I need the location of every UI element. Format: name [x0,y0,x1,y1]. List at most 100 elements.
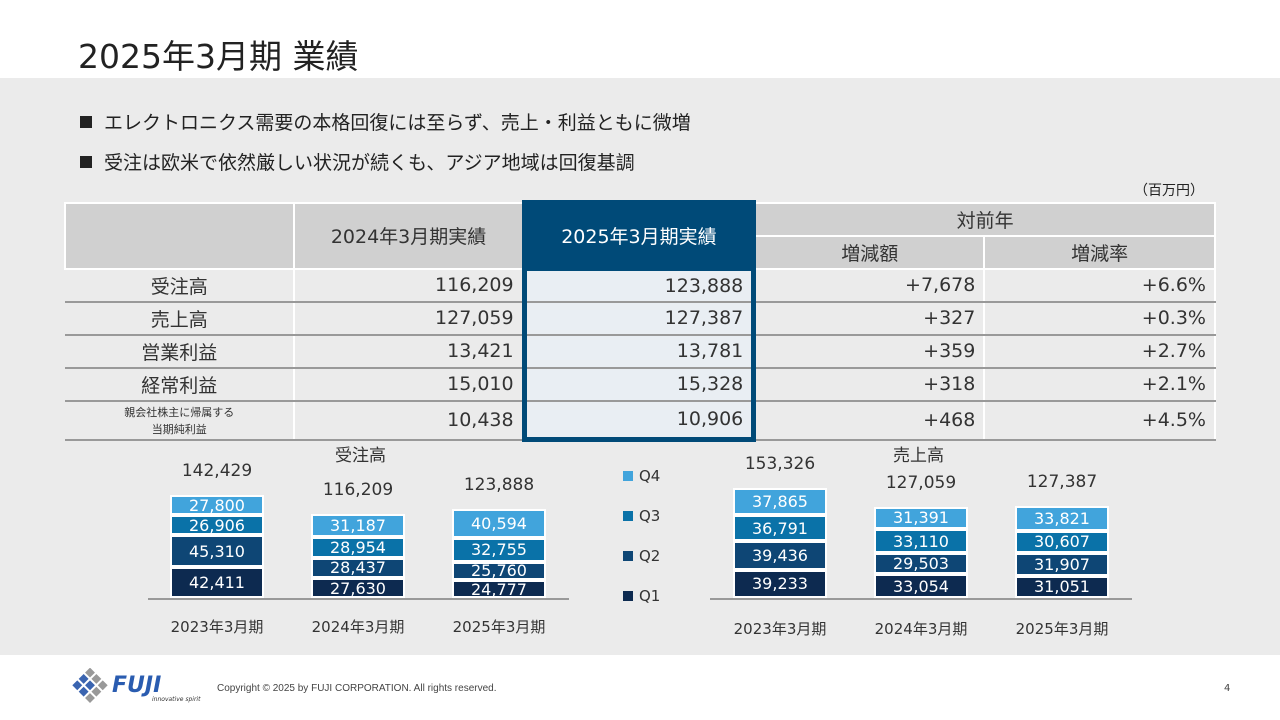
page-title: 2025年3月期 業績 [78,37,359,76]
header-curr: 2025年3月期実績 [521,200,757,271]
page-number: 4 [1224,683,1231,694]
legend-swatch-icon [623,591,633,601]
cell-diff: +318 [753,367,986,402]
orders-x-label: 2024年3月期 [311,618,405,636]
sales-x-label: 2023年3月期 [733,620,827,638]
orders-bar-q3: 28,954 [311,536,405,558]
header-diff: 増減額 [752,234,986,270]
legend-q2: Q2 [623,547,660,565]
orders-bar-q2: 28,437 [311,557,405,579]
sales-bar-q1: 31,051 [1015,575,1109,598]
legend-q4: Q4 [623,467,660,485]
sales-bar-q3: 36,791 [733,514,827,542]
cell-label: 親会社株主に帰属する 当期純利益 [65,400,296,441]
legend-q3: Q3 [623,507,660,525]
cell-rate: +6.6% [984,268,1216,303]
orders-total-label: 142,429 [181,461,253,482]
cell-diff: +468 [753,400,986,441]
table-row: 営業利益 13,421 13,781 +359 +2.7% [65,334,1216,369]
row-label: 受注高 [150,275,208,298]
sales-x-label: 2024年3月期 [874,620,968,638]
legend-label: Q3 [639,507,661,525]
svg-text:innovative spirit: innovative spirit [152,696,201,703]
orders-bar-q2: 25,760 [452,561,546,581]
unit-label: （百万円） [1134,183,1204,199]
orders-axis [148,598,569,600]
legend-label: Q4 [639,467,661,485]
sales-bar-q4: 31,391 [874,506,968,530]
cell-diff: +327 [753,301,986,336]
orders-bar-q1: 42,411 [170,567,264,598]
bullet-text: エレクトロニクス需要の本格回復には至らず、売上・利益ともに微増 [104,112,691,134]
sales-bar-q4: 37,865 [733,487,827,515]
cell-label: 受注高 [65,268,296,303]
sales-total-label: 127,059 [885,472,957,493]
sales-bar-q2: 29,503 [874,552,968,575]
orders-bar-q1: 24,777 [452,580,546,598]
row-label: 親会社株主に帰属する [124,406,235,419]
row-label: 経常利益 [141,374,218,397]
table-row: 親会社株主に帰属する 当期純利益 10,438 10,906 +468 +4.5% [65,400,1216,442]
orders-total-label: 116,209 [322,480,394,501]
cell-prev: 15,010 [294,367,526,402]
orders-bar-q4: 40,594 [452,508,546,539]
bullet-square-icon [80,116,92,128]
legend-q1: Q1 [623,587,660,605]
cell-curr: 13,781 [521,334,757,369]
table-row: 売上高 127,059 127,387 +327 +0.3% [65,301,1216,336]
sales-chart-title: 売上高 [893,446,944,466]
orders-x-label: 2025年3月期 [452,618,546,636]
fuji-logo: FUJI innovative spirit [72,667,202,704]
cell-label: 営業利益 [65,334,296,369]
cell-label: 売上高 [65,301,296,336]
sales-x-label: 2025年3月期 [1015,620,1109,638]
cell-curr: 123,888 [521,268,757,303]
orders-total-label: 123,888 [463,474,535,495]
sales-bar-q1: 39,233 [733,569,827,598]
sales-bar-q2: 31,907 [1015,552,1109,576]
header-rate: 増減率 [983,234,1216,270]
legend-swatch-icon [623,471,633,481]
orders-bar-q4: 31,187 [311,514,405,537]
header-prev: 2024年3月期実績 [293,201,526,270]
bullet-text: 受注は欧米で依然厳しい状況が続くも、アジア地域は回復基調 [104,152,635,174]
bullet-2: 受注は欧米で依然厳しい状況が続くも、アジア地域は回復基調 [80,148,635,175]
orders-chart-title: 受注高 [335,446,386,466]
row-label: 売上高 [150,308,208,331]
sales-total-label: 127,387 [1026,472,1098,493]
orders-bar-q2: 45,310 [170,534,264,568]
orders-bar-q4: 27,800 [170,495,264,516]
bullet-1: エレクトロニクス需要の本格回復には至らず、売上・利益ともに微増 [80,108,691,135]
cell-prev: 116,209 [294,268,526,303]
legend-swatch-icon [623,551,633,561]
cell-curr: 10,906 [521,400,757,442]
sales-bar-q3: 33,110 [874,529,968,553]
cell-diff: +359 [753,334,986,369]
copyright: Copyright © 2025 by FUJI CORPORATION. Al… [217,683,497,694]
sales-bar-q1: 33,054 [874,574,968,598]
svg-text:FUJI: FUJI [112,673,161,698]
orders-x-label: 2023年3月期 [170,618,264,636]
sales-bar-q2: 39,436 [733,541,827,570]
cell-rate: +2.7% [984,334,1216,369]
cell-prev: 10,438 [294,400,526,441]
sales-bar-q3: 30,607 [1015,530,1109,553]
row-label-2: 当期純利益 [151,423,207,436]
cell-label: 経常利益 [65,367,296,402]
cell-rate: +4.5% [984,400,1216,441]
sales-total-label: 153,326 [744,453,816,474]
legend-label: Q2 [639,547,661,565]
table-row: 経常利益 15,010 15,328 +318 +2.1% [65,367,1216,402]
cell-curr: 15,328 [521,367,757,402]
row-label: 営業利益 [141,341,218,364]
bullet-square-icon [80,156,92,168]
legend-label: Q1 [639,587,661,605]
cell-prev: 127,059 [294,301,526,336]
cell-prev: 13,421 [294,334,526,369]
table-row: 受注高 116,209 123,888 +7,678 +6.6% [65,268,1216,303]
legend-swatch-icon [623,511,633,521]
orders-bar-q3: 26,906 [170,515,264,535]
header-yoy: 対前年 [752,201,1217,237]
cell-rate: +2.1% [984,367,1216,402]
results-table: 2024年3月期実績 2025年3月期実績 対前年 増減額 増減率 受注高 11… [63,200,1217,442]
